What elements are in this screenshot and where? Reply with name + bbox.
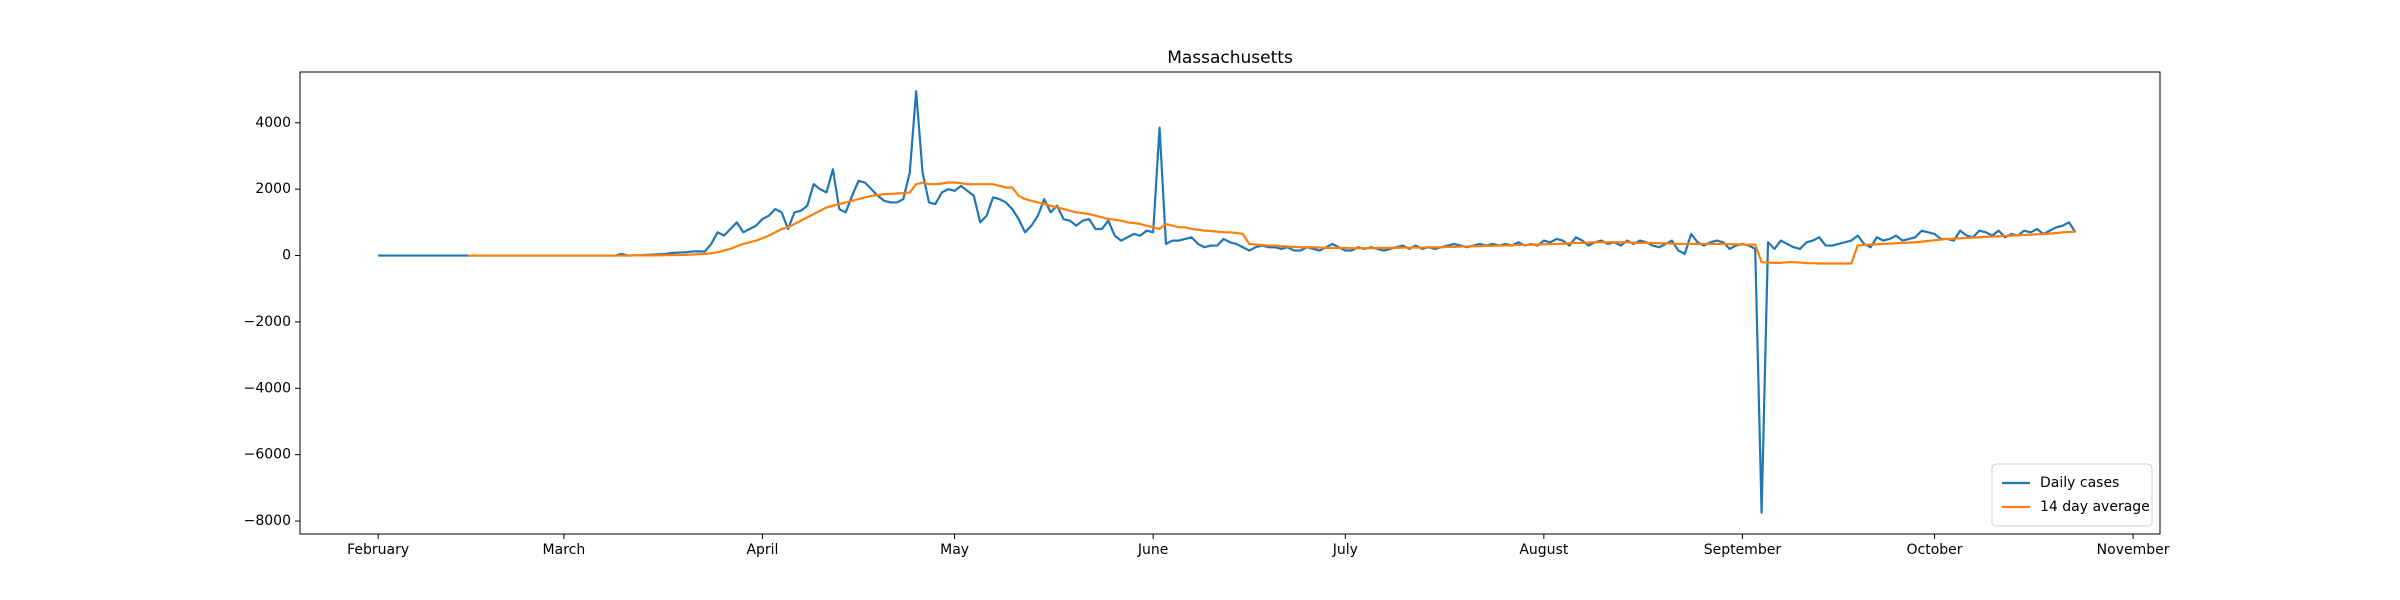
- series-line: [378, 90, 2077, 514]
- x-tick-label: March: [543, 542, 586, 558]
- legend-box: [1991, 463, 2153, 527]
- y-tick-label: −4000: [244, 380, 291, 396]
- x-tick-label: June: [1137, 542, 1169, 558]
- x-tick-label: August: [1519, 542, 1569, 558]
- legend-label: 14 day average: [2040, 499, 2150, 515]
- y-tick-label: −8000: [244, 513, 291, 529]
- chart-title: Massachusetts: [1167, 48, 1293, 68]
- x-tick-label: April: [746, 542, 778, 558]
- y-tick-label: 4000: [255, 115, 291, 131]
- x-tick-label: October: [1907, 542, 1963, 558]
- x-tick-label: September: [1704, 542, 1782, 558]
- x-tick-label: May: [940, 542, 969, 558]
- plot-frame: [299, 71, 2161, 535]
- y-tick-label: −6000: [244, 447, 291, 463]
- y-tick-label: 2000: [255, 181, 291, 197]
- x-tick-label: November: [2097, 542, 2170, 558]
- x-tick-label: February: [347, 542, 409, 558]
- x-tick-label: July: [1332, 542, 1358, 558]
- y-tick-label: −2000: [244, 314, 291, 330]
- legend-label: Daily cases: [2040, 475, 2119, 491]
- y-tick-label: 0: [282, 248, 291, 264]
- series-line: [467, 181, 2076, 265]
